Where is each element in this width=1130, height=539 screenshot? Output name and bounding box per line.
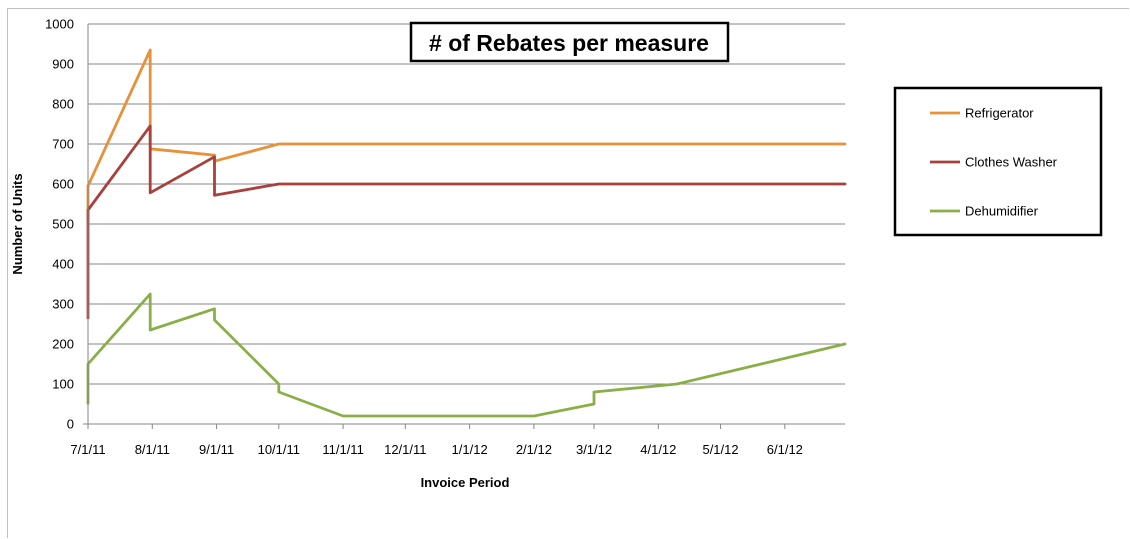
x-tick-label: 9/1/11 <box>199 442 234 457</box>
x-tick-label: 1/1/12 <box>452 442 488 457</box>
y-tick-label: 100 <box>52 377 74 392</box>
x-tick-label: 6/1/12 <box>767 442 803 457</box>
y-tick-label: 400 <box>52 257 74 272</box>
gridlines <box>88 23 845 385</box>
y-tick-label: 0 <box>67 417 74 432</box>
title-border <box>409 21 730 63</box>
x-tick-label: 10/1/11 <box>258 442 300 457</box>
x-tick-labels: 7/1/11 8/1/11 9/1/11 10/1/11 11/1/11 12/1/11 1… <box>70 442 803 457</box>
y-tick-label: 200 <box>52 337 74 352</box>
y-tick-label: 1000 <box>45 17 74 32</box>
x-tick-label: 5/1/12 <box>702 442 738 457</box>
y-tick-labels: 0 100 200 300 400 500 600 700 800 900 1000 <box>45 17 74 432</box>
legend-label-refrigerator: Refrigerator <box>965 106 1034 121</box>
x-tick-label: 11/1/11 <box>322 442 363 457</box>
y-tick-label: 900 <box>52 57 74 72</box>
y-tick-label: 600 <box>52 177 74 192</box>
y-tick-label: 300 <box>52 297 74 312</box>
x-tick-label: 8/1/11 <box>135 442 170 457</box>
y-axis-title: Number of Units <box>10 173 25 274</box>
chart-title: # of Rebates per measure <box>409 21 730 63</box>
x-tick-label: 7/1/11 <box>70 442 105 457</box>
legend-label-dehumidifier: Dehumidifier <box>965 204 1039 219</box>
y-tick-label: 500 <box>52 217 74 232</box>
series-lines <box>86 48 847 418</box>
chart-frame <box>7 8 1129 538</box>
x-tick-label: 4/1/12 <box>640 442 676 457</box>
y-tick-label: 700 <box>52 137 74 152</box>
x-tick-label: 12/1/11 <box>384 442 426 457</box>
series-line-clothes-washer <box>86 124 847 320</box>
y-tick-label: 800 <box>52 97 74 112</box>
x-tick-label: 2/1/12 <box>516 442 552 457</box>
legend-label-clothes-washer: Clothes Washer <box>965 155 1058 170</box>
series-line-dehumidifier <box>86 292 847 418</box>
x-tick-label: 3/1/12 <box>576 442 612 457</box>
legend: Refrigerator Clothes Washer Dehumidifier <box>893 86 1103 237</box>
x-axis-title: Invoice Period <box>421 475 510 490</box>
axes <box>83 24 845 429</box>
legend-border <box>893 86 1103 237</box>
series-line-refrigerator <box>86 48 847 222</box>
chart-title-text: # of Rebates per measure <box>429 30 709 56</box>
